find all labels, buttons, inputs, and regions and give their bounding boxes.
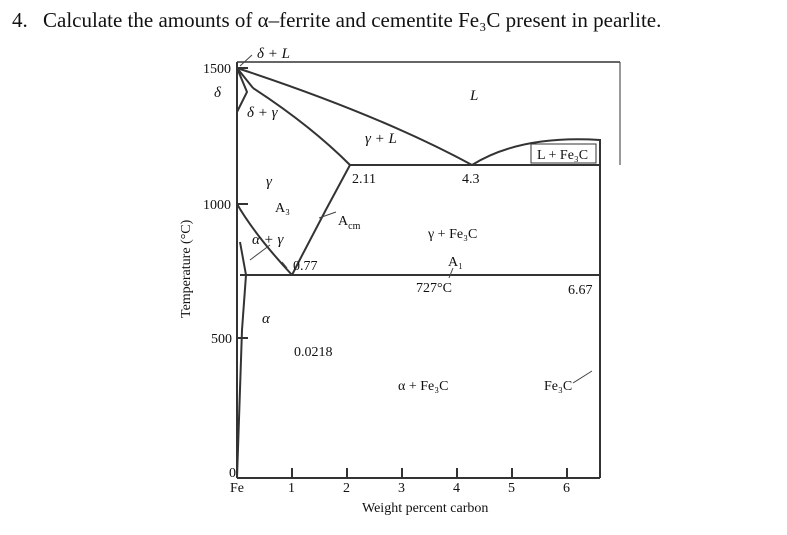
label-alpha-fe3c: α + Fe₃C [398,379,448,394]
label-acm-sub: cm [348,221,360,232]
label-delta: δ [214,85,222,101]
label-a3: A₃ [275,201,290,216]
label-delta-gamma: δ + γ [247,105,279,121]
label-0-0218: 0.0218 [294,345,333,360]
question-number: 4. [12,8,28,32]
label-6-67: 6.67 [568,283,593,298]
label-acm-a: A [338,214,349,229]
question-body: Calculate the amounts of α–ferrite and c… [43,8,662,32]
diagram-frame [236,61,621,479]
x-axis-ticks [291,468,568,478]
label-alpha-gamma: α + γ [252,232,284,248]
x-tick-4: 4 [453,481,460,496]
x-tick-1: 1 [288,481,295,496]
x-tick-2: 2 [343,481,350,496]
label-4-3: 4.3 [462,172,480,187]
y-tick-0: 0 [229,466,236,481]
y-tick-500: 500 [211,332,232,347]
label-fe3c: Fe₃C [544,379,572,394]
label-liquid: L [469,88,478,104]
label-gamma-l: γ + L [365,131,397,147]
label-a1: A₁ [448,255,463,270]
x-tick-fe: Fe [230,481,244,496]
x-axis-label: Weight percent carbon [362,501,488,516]
x-tick-5: 5 [508,481,515,496]
label-2-11: 2.11 [352,172,376,187]
label-gamma-fe3c: γ + Fe₃C [427,227,477,242]
x-tick-3: 3 [398,481,405,496]
label-gamma: γ [266,174,273,190]
y-tick-1500: 1500 [203,62,231,77]
label-l-fe3c-box: L + Fe₃C [530,143,597,164]
y-tick-1000: 1000 [203,198,231,213]
label-acm: Acm [338,214,361,232]
question-text: 4. Calculate the amounts of α–ferrite an… [12,8,661,33]
x-tick-6: 6 [563,481,570,496]
label-alpha: α [262,311,271,327]
label-l-fe3c: L + Fe₃C [537,148,588,163]
y-axis-label: Temperature (°C) [179,219,194,318]
label-727c: 727°C [416,281,452,296]
label-delta-l: δ + L [257,46,290,62]
phase-boundaries [236,54,601,479]
label-0-77: 0.77 [293,259,318,274]
